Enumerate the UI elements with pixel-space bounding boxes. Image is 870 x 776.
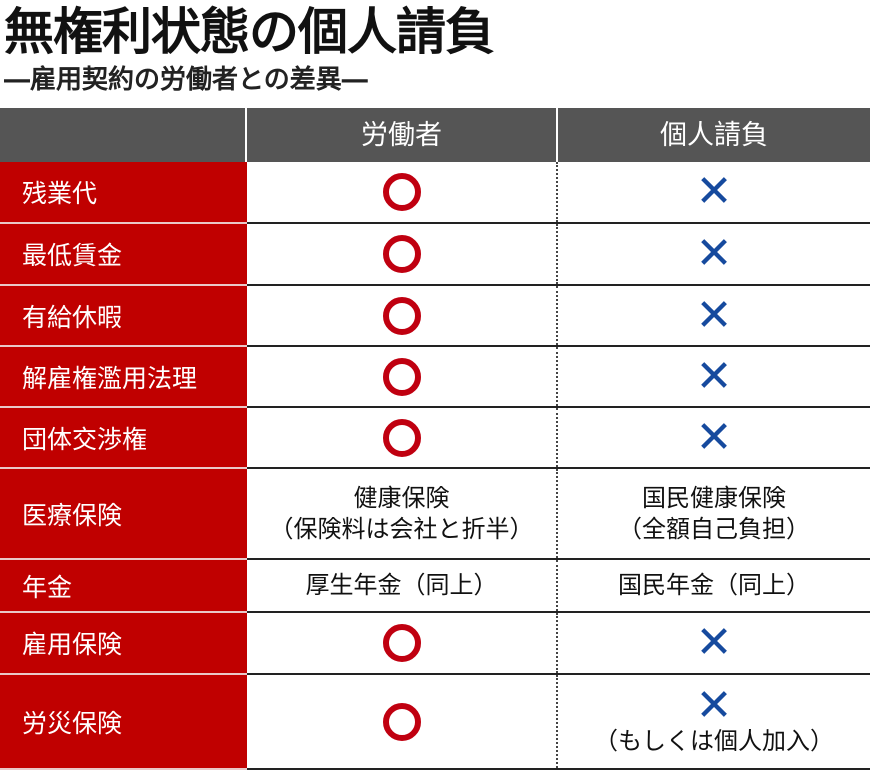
worker-cell	[247, 408, 558, 467]
cell-text: （もしくは個人加入）	[594, 727, 834, 755]
circle-icon	[382, 296, 421, 335]
worker-cell	[247, 613, 558, 673]
worker-cell	[247, 224, 558, 284]
contractor-cell: ✕	[558, 347, 870, 406]
circle-icon	[382, 235, 421, 273]
contractor-cell: ✕	[558, 224, 870, 284]
cross-icon: ✕	[695, 617, 733, 668]
row-label: 年金	[0, 560, 247, 611]
worker-cell	[247, 286, 558, 345]
comparison-table: 労働者 個人請負 残業代 ✕ 最低賃金 ✕ 有給休暇 ✕ 解雇権濫用法理 ✕ 団体交渉権 ✕ 医療保…	[0, 108, 870, 770]
table-row: 有給休暇 ✕	[0, 286, 870, 347]
cell-text: 国民健康保険	[642, 483, 786, 512]
circle-icon	[382, 173, 421, 211]
cell-text: 健康保険	[353, 483, 450, 512]
row-label: 雇用保険	[0, 613, 247, 673]
table-row: 団体交渉権 ✕	[0, 408, 870, 469]
circle-icon	[382, 624, 421, 662]
cross-icon: ✕	[695, 411, 733, 463]
table-row: 年金 厚生年金（同上） 国民年金（同上）	[0, 560, 870, 613]
cross-icon: ✕	[695, 166, 733, 217]
row-label: 労災保険	[0, 675, 247, 768]
contractor-cell: 国民年金（同上）	[558, 560, 870, 611]
contractor-cell: ✕	[558, 162, 870, 222]
header-cell-empty	[0, 108, 247, 162]
row-label: 解雇権濫用法理	[0, 347, 247, 406]
worker-cell: 厚生年金（同上）	[247, 560, 558, 611]
worker-cell	[247, 347, 558, 406]
worker-cell	[247, 162, 558, 222]
cross-icon: ✕	[695, 350, 733, 402]
row-label: 医療保険	[0, 469, 247, 558]
row-label: 残業代	[0, 162, 247, 222]
page-title: 無権利状態の個人請負	[4, 2, 495, 61]
cross-icon: ✕	[695, 680, 733, 731]
table-row: 労災保険 ✕ （もしくは個人加入）	[0, 675, 870, 770]
table-row: 解雇権濫用法理 ✕	[0, 347, 870, 408]
header-worker: 労働者	[247, 108, 558, 162]
header-row: 労働者 個人請負	[0, 108, 870, 162]
contractor-cell: ✕	[558, 286, 870, 345]
contractor-cell: 国民健康保険 （全額自己負担）	[558, 469, 870, 558]
cell-text: 厚生年金（同上）	[305, 571, 498, 599]
circle-icon	[382, 702, 421, 741]
cross-icon: ✕	[695, 289, 733, 341]
cell-text: 国民年金（同上）	[618, 571, 810, 599]
table-row: 雇用保険 ✕	[0, 613, 870, 675]
circle-icon	[382, 357, 421, 396]
table-row: 医療保険 健康保険 （保険料は会社と折半） 国民健康保険 （全額自己負担）	[0, 469, 870, 560]
table-row: 残業代 ✕	[0, 162, 870, 224]
row-label: 最低賃金	[0, 224, 247, 284]
header-contractor: 個人請負	[558, 108, 870, 162]
cell-text: （全額自己負担）	[618, 514, 810, 543]
circle-icon	[382, 418, 421, 457]
worker-cell: 健康保険 （保険料は会社と折半）	[247, 469, 558, 558]
contractor-cell: ✕	[558, 613, 870, 673]
table-row: 最低賃金 ✕	[0, 224, 870, 286]
row-label: 団体交渉権	[0, 408, 247, 467]
worker-cell	[247, 675, 558, 768]
cell-text: （保険料は会社と折半）	[269, 514, 534, 543]
cross-icon: ✕	[695, 228, 733, 279]
contractor-cell: ✕	[558, 408, 870, 467]
row-label: 有給休暇	[0, 286, 247, 345]
subtitle: ―雇用契約の労働者との差異―	[4, 65, 368, 95]
contractor-cell: ✕ （もしくは個人加入）	[558, 675, 870, 768]
